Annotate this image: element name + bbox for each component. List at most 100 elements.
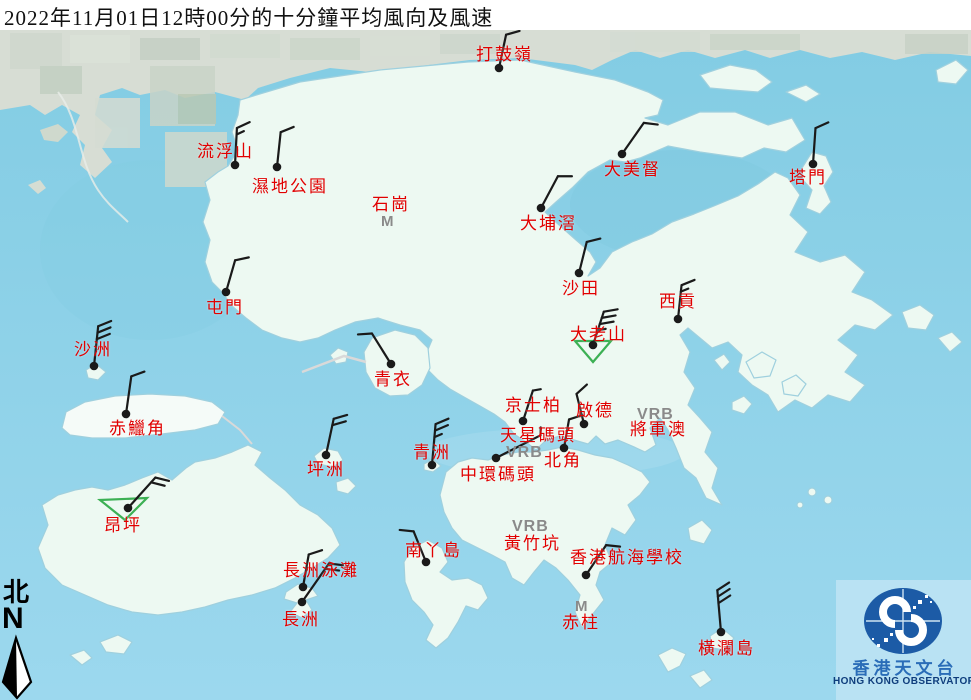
wind-barb-feather — [327, 562, 344, 567]
station-label-lamma-island: 南丫島 — [405, 541, 462, 560]
station-label-tai-mei-tuk: 大美督 — [604, 160, 661, 179]
station-dot — [518, 416, 528, 426]
wind-barb-feather — [331, 420, 347, 427]
station-lau-fau-shan — [230, 121, 251, 170]
wind-barb-staff — [300, 562, 331, 604]
station-ta-kwu-ling — [494, 29, 521, 73]
station-dot — [297, 597, 307, 607]
wind-barb-feather — [567, 414, 584, 421]
station-green-island — [427, 417, 450, 470]
station-dot — [673, 314, 683, 324]
wind-barb-feather — [433, 424, 449, 432]
station-chek-lap-kok — [121, 370, 146, 419]
compass-north-letter: N — [2, 602, 24, 635]
station-dot — [494, 63, 504, 73]
variable-wind-marker-wong-chuk-hang: VRB — [512, 518, 549, 535]
station-label-central-pier: 中環碼頭 — [460, 465, 536, 484]
station-dot — [559, 443, 569, 453]
station-label-green-island: 青洲 — [413, 443, 451, 462]
wind-barb-feather — [324, 567, 341, 572]
wind-barb-feather — [531, 388, 542, 392]
wind-barb-feather — [585, 237, 602, 244]
station-ngong-ping — [97, 476, 171, 522]
wind-barb-staff — [539, 175, 560, 210]
missing-data-marker-stanley: M — [575, 598, 588, 615]
wind-barb-feather — [95, 332, 111, 341]
station-label-ngong-ping: 昂坪 — [104, 516, 142, 535]
wind-barb-feather — [717, 594, 732, 605]
station-peng-chau — [321, 413, 349, 460]
wind-barb-feather — [504, 29, 521, 36]
wind-barb-feather — [233, 256, 250, 262]
wind-barb-feather — [434, 417, 450, 426]
station-dot — [574, 268, 584, 278]
wind-barb-feather — [679, 287, 690, 293]
station-tates-cairn — [572, 308, 619, 364]
station-label-waglan-island: 橫瀾島 — [698, 639, 755, 658]
wind-barb-feather — [602, 308, 619, 313]
station-label-star-ferry: 天星碼頭 — [500, 426, 576, 445]
station-wetland-park — [272, 125, 295, 172]
station-tai-po-kau — [536, 175, 574, 213]
wind-barb-staff — [577, 240, 588, 275]
wind-barb-feather — [680, 278, 696, 287]
wind-barb-staff — [521, 389, 534, 423]
station-tuen-mun — [221, 256, 250, 297]
wind-barb-feather — [398, 528, 415, 533]
station-dot — [617, 149, 627, 159]
wind-barb-feather — [279, 125, 295, 134]
wind-barb-feather — [130, 370, 146, 378]
wind-barb-feather — [575, 383, 589, 396]
wind-barb-feather — [716, 581, 731, 592]
shenzhen-land — [0, 28, 971, 223]
wind-barb-feather — [97, 319, 113, 328]
station-dot — [321, 450, 331, 460]
station-kai-tak — [575, 383, 589, 429]
title-bar: 2022年11月01日12時00分的十分鐘平均風向及風速 — [0, 0, 971, 30]
wind-vane-triangle — [97, 496, 150, 522]
station-lamma-island — [398, 528, 431, 567]
station-dot — [121, 409, 131, 419]
station-sha-tin — [574, 237, 602, 278]
station-label-tsing-yi: 青衣 — [374, 370, 412, 389]
wind-barb-feather — [433, 432, 443, 439]
station-dot — [272, 162, 282, 172]
wind-barb-staff — [412, 530, 428, 564]
map-title: 2022年11月01日12時00分的十分鐘平均風向及風速 — [4, 6, 494, 30]
wind-barb-staff — [811, 126, 817, 166]
wind-barb-feather — [235, 130, 245, 136]
wind-barb-staff — [301, 553, 310, 589]
variable-wind-marker-tseung-kwan-o: VRB — [637, 406, 674, 423]
station-label-cheung-chau-beach: 長洲泳灘 — [283, 561, 359, 580]
station-label-hk-sea-school: 香港航海學校 — [570, 548, 684, 567]
station-label-tap-mun: 塔門 — [789, 168, 827, 187]
station-tap-mun — [808, 121, 830, 169]
station-label-tseung-kwan-o: 將軍澳 — [630, 420, 687, 439]
missing-data-marker-shek-kong: M — [381, 213, 394, 230]
station-dot — [579, 419, 589, 429]
station-label-tuen-mun: 屯門 — [206, 298, 244, 317]
station-tai-mei-tuk — [617, 121, 659, 159]
wind-barb-staff — [497, 33, 508, 70]
station-dot — [427, 460, 437, 470]
wind-barb-feather — [307, 549, 324, 556]
station-label-kings-park: 京士柏 — [505, 396, 562, 415]
station-dot — [230, 160, 240, 170]
wind-barb-staff — [224, 259, 237, 294]
station-waglan-island — [716, 581, 732, 637]
hko-logo-chinese: 香港天文台 — [852, 659, 958, 678]
wind-barb-feather — [356, 332, 374, 336]
station-dot — [298, 582, 308, 592]
wind-barb-staff — [562, 418, 571, 450]
station-label-chek-lap-kok: 赤鱲角 — [109, 419, 166, 438]
station-dot — [89, 361, 99, 371]
wind-barb-feather — [598, 320, 615, 326]
station-sai-kung — [673, 278, 696, 324]
station-cheung-chau-beach — [298, 549, 324, 592]
station-label-wetland-park: 濕地公園 — [252, 177, 328, 196]
wind-barb-feather — [605, 544, 622, 548]
station-label-sai-kung: 西貢 — [659, 292, 697, 311]
station-dot — [386, 359, 396, 369]
